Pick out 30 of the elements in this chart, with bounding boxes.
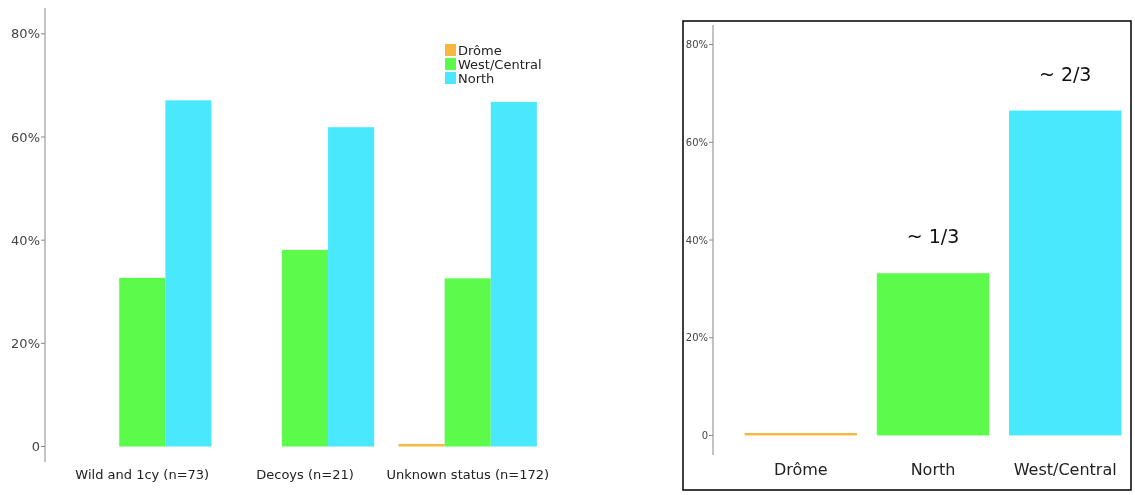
bar: [165, 100, 212, 447]
bar: [876, 273, 990, 436]
y-tick-label: 20%: [11, 335, 40, 351]
x-tick-label: Wild and 1cy (n=73): [75, 467, 210, 482]
y-tick-label: 20%: [685, 332, 708, 344]
bar: [119, 277, 166, 447]
x-tick-label: West/Central: [1013, 460, 1117, 479]
bar: [1009, 110, 1122, 436]
bar: [490, 101, 537, 447]
x-tick-label: Drôme: [773, 460, 828, 479]
x-tick-label: Unknown status (n=172): [386, 467, 550, 482]
bar: [398, 443, 445, 447]
bar: [444, 278, 491, 447]
legend-label: North: [458, 70, 495, 86]
bar: [281, 249, 329, 447]
y-tick-label: 80%: [685, 39, 708, 51]
y-tick-label: 80%: [11, 26, 40, 42]
x-tick-label: North: [910, 460, 956, 479]
y-tick-label: 40%: [11, 232, 40, 248]
y-tick-label: 60%: [685, 136, 708, 148]
legend-label: West/Central: [458, 56, 542, 72]
y-tick-label: 0: [31, 439, 40, 455]
y-tick-label: 40%: [685, 234, 708, 246]
annotation: ~ 1/3: [906, 225, 960, 248]
y-tick-label: 60%: [11, 129, 40, 145]
bar: [328, 127, 375, 447]
x-tick-label: Decoys (n=21): [256, 467, 354, 482]
annotation: ~ 2/3: [1038, 62, 1092, 85]
legend-label: Drôme: [458, 42, 502, 58]
y-tick-label: 0: [701, 429, 708, 441]
